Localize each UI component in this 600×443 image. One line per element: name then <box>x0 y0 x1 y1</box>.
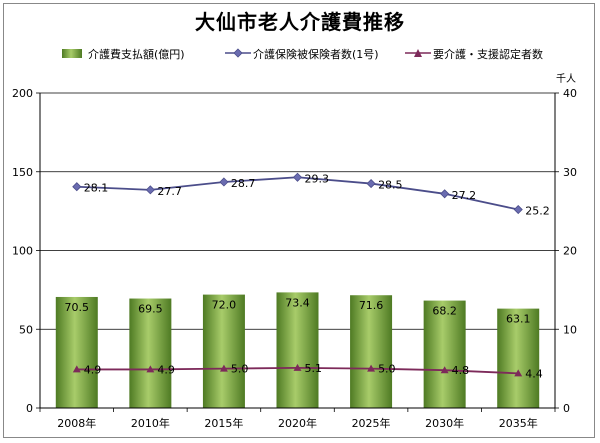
bar-data-label: 73.4 <box>285 296 310 309</box>
right-tick-label: 0 <box>563 402 570 415</box>
bar <box>55 296 98 408</box>
line1-data-label: 28.1 <box>84 182 109 195</box>
line2-data-label: 4.9 <box>157 363 175 376</box>
line1-marker <box>366 178 376 189</box>
label-layer: 70.5 69.5 72.0 73.4 71.6 68.2 63.1 28.1 27.7 28.7… <box>65 172 550 380</box>
line-layer <box>72 172 523 377</box>
line2-marker <box>146 365 155 373</box>
bar-data-label: 71.6 <box>359 299 384 312</box>
line2-data-label: 5.1 <box>305 362 323 375</box>
line2-data-label: 5.0 <box>231 363 249 376</box>
line1-data-label: 28.5 <box>378 179 403 192</box>
bar <box>350 295 393 408</box>
line2-marker <box>440 366 449 374</box>
right-tick-label: 40 <box>563 87 577 100</box>
bar-data-label: 72.0 <box>212 299 237 312</box>
line2-marker <box>72 365 81 373</box>
legend-label-line2: 要介護・支援認定者数 <box>433 48 543 61</box>
bar-data-label: 63.1 <box>506 313 531 326</box>
legend-bar-swatch <box>62 49 82 58</box>
x-tick-label: 2010年 <box>131 416 170 430</box>
line2-data-label: 5.0 <box>378 363 396 376</box>
line1-marker <box>292 172 303 182</box>
line1-marker <box>513 204 523 215</box>
legend-label-line1: 介護保険被保険者数(1号) <box>253 48 379 61</box>
x-tick-label: 2008年 <box>57 416 96 430</box>
x-tick-label: 2015年 <box>204 416 243 430</box>
line1-data-label: 29.3 <box>305 172 330 185</box>
right-tick-label: 20 <box>563 245 577 258</box>
bar-data-label: 69.5 <box>138 303 163 316</box>
bar <box>497 308 540 408</box>
axis-layer: 0 50 100 150 200 0 10 20 30 40 2008年 2010年 2015年 2020… <box>12 87 577 430</box>
left-tick-label: 50 <box>19 323 33 336</box>
line1-data-label: 27.2 <box>452 189 477 202</box>
line1-data-label: 25.2 <box>525 205 550 218</box>
right-tick-label: 10 <box>563 323 577 336</box>
x-tick-label: 2025年 <box>352 416 391 430</box>
left-tick-label: 100 <box>12 245 33 258</box>
bar <box>276 292 319 408</box>
bar <box>202 294 245 408</box>
line2-data-label: 4.9 <box>84 363 102 376</box>
line1-marker <box>145 185 155 195</box>
bar-data-label: 68.2 <box>432 305 457 318</box>
x-tick-label: 2020年 <box>278 416 317 430</box>
left-tick-label: 150 <box>12 166 33 179</box>
bar <box>129 298 172 408</box>
line2-marker <box>219 364 228 372</box>
legend-line1-swatch <box>225 48 251 58</box>
line2-marker <box>293 363 302 371</box>
line2-marker <box>367 364 376 372</box>
legend-line2-swatch <box>405 49 431 57</box>
line2-data-label: 4.8 <box>452 364 470 377</box>
bar <box>423 300 466 408</box>
chart-title: 大仙市老人介護費推移 <box>195 10 405 34</box>
x-tick-label: 2035年 <box>499 416 538 430</box>
line1-data-label: 28.7 <box>231 177 256 190</box>
legend-label-bar: 介護費支払額(億円) <box>88 48 185 61</box>
left-tick-label: 200 <box>12 87 33 100</box>
right-tick-label: 30 <box>563 166 577 179</box>
line1-marker <box>440 189 450 199</box>
line1-marker <box>219 177 229 187</box>
x-tick-label: 2030年 <box>425 416 464 430</box>
line2-marker <box>514 369 523 377</box>
line1-marker <box>72 182 82 192</box>
right-axis-unit: 千人 <box>556 74 576 85</box>
bar-layer <box>55 292 540 408</box>
bar-data-label: 70.5 <box>65 301 90 314</box>
left-tick-label: 0 <box>26 402 33 415</box>
line2-data-label: 4.4 <box>525 367 543 380</box>
line1-data-label: 27.7 <box>157 185 182 198</box>
